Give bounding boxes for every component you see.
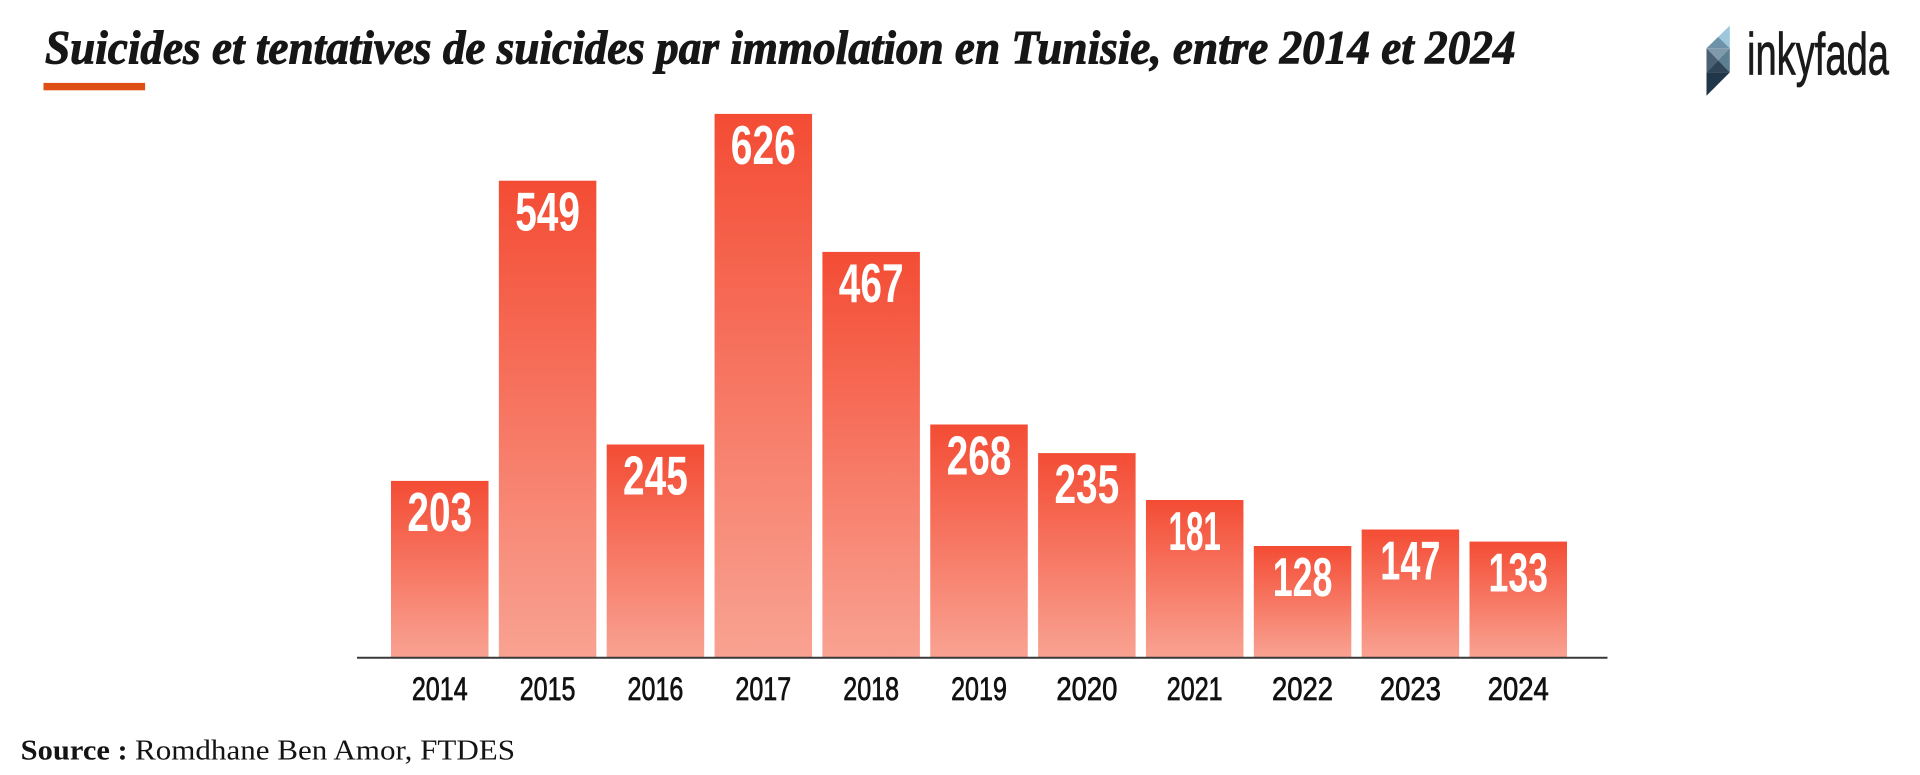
svg-text:2015: 2015 (520, 671, 576, 707)
svg-text:626: 626 (731, 115, 796, 176)
svg-text:203: 203 (407, 482, 472, 543)
svg-text:2017: 2017 (735, 671, 791, 707)
svg-text:2018: 2018 (843, 671, 899, 707)
svg-text:Suicides et tentatives de suic: Suicides et tentatives de suicides par i… (45, 23, 1516, 75)
svg-text:2014: 2014 (412, 671, 468, 707)
svg-text:549: 549 (515, 182, 580, 243)
svg-text:245: 245 (623, 446, 688, 507)
svg-text:2019: 2019 (951, 671, 1007, 707)
svg-text:181: 181 (1169, 501, 1221, 562)
svg-text:2023: 2023 (1380, 671, 1441, 707)
svg-text:133: 133 (1489, 543, 1549, 604)
svg-text:2020: 2020 (1056, 671, 1117, 707)
svg-text:467: 467 (839, 253, 904, 314)
svg-text:2024: 2024 (1488, 671, 1549, 707)
svg-text:inkyfada: inkyfada (1747, 21, 1889, 87)
svg-text:235: 235 (1054, 454, 1119, 515)
svg-text:2016: 2016 (628, 671, 684, 707)
svg-text:Source :: Source : (21, 735, 128, 767)
svg-text:128: 128 (1273, 547, 1333, 608)
svg-text:147: 147 (1380, 531, 1440, 592)
svg-text:2022: 2022 (1272, 671, 1333, 707)
svg-text:Romdhane Ben Amor, FTDES: Romdhane Ben Amor, FTDES (135, 735, 515, 767)
svg-text:268: 268 (947, 426, 1012, 487)
svg-text:2021: 2021 (1167, 671, 1223, 707)
